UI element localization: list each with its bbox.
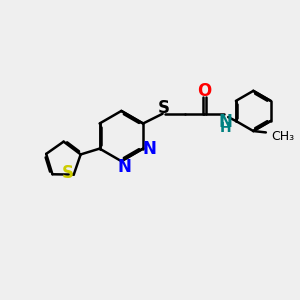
Text: S: S: [61, 164, 74, 182]
Text: N: N: [117, 158, 131, 176]
Text: S: S: [158, 99, 170, 117]
Text: H: H: [220, 121, 231, 135]
Text: O: O: [197, 82, 212, 100]
Text: N: N: [142, 140, 156, 158]
Text: N: N: [218, 113, 232, 131]
Text: CH₃: CH₃: [272, 130, 295, 142]
